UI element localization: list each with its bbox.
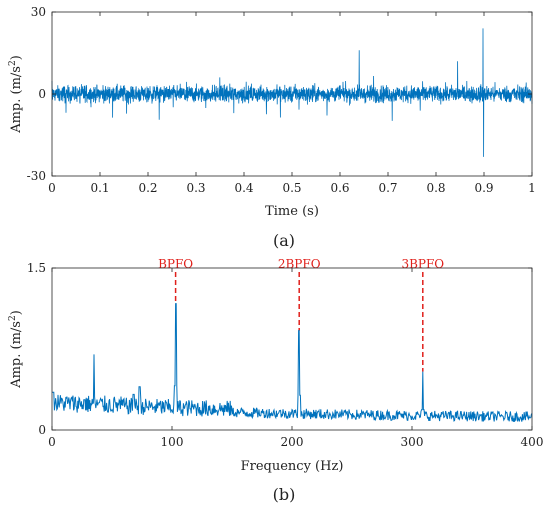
- x-tick-label: 0.5: [282, 181, 301, 195]
- frequency-domain-panel: BPFO 2BPFO 3BPFO 0 100 200 300 400 0 1.5 Frequen…: [8, 257, 543, 504]
- x-tick-label: 300: [401, 435, 424, 449]
- x-axis-label-b: Frequency (Hz): [241, 459, 344, 474]
- spectrum-series: [52, 303, 533, 422]
- y-tick-label: 0: [38, 423, 46, 437]
- fault-marker-label: 2BPFO: [278, 257, 321, 271]
- spectrum-line: [52, 303, 533, 422]
- x-tick-label: 0.2: [138, 181, 157, 195]
- y-axis-label-b: Amp. (m/s2): [8, 310, 24, 389]
- x-tick-label: 200: [281, 435, 304, 449]
- time-signal-line: [51, 28, 533, 157]
- x-tick-label: 400: [521, 435, 544, 449]
- x-tick-label: 0.3: [186, 181, 205, 195]
- x-tick-label: 0.7: [378, 181, 397, 195]
- y-tick-label: 30: [31, 5, 46, 19]
- x-tick-label: 0.6: [330, 181, 349, 195]
- fault-marker-label: BPFO: [158, 257, 193, 271]
- x-tick-label: 100: [161, 435, 184, 449]
- panel-label-a: (a): [273, 231, 295, 250]
- x-axis-label-a: Time (s): [265, 204, 319, 219]
- x-tick-label: 1: [528, 181, 536, 195]
- y-tick-label: 0: [38, 87, 46, 101]
- x-tick-label: 0: [48, 435, 56, 449]
- y-axis-label-a: Amp. (m/s2): [8, 55, 24, 134]
- x-tick-label: 0.8: [426, 181, 445, 195]
- x-tick-label: 0.1: [90, 181, 109, 195]
- time-signal-series: [51, 28, 533, 157]
- fault-frequency-markers: BPFO 2BPFO 3BPFO: [158, 257, 444, 372]
- x-tick-label: 0.4: [234, 181, 253, 195]
- axis-ticks-b: 0 100 200 300 400 0 1.5: [27, 261, 544, 449]
- y-tick-label: -30: [27, 169, 46, 183]
- y-tick-label: 1.5: [27, 261, 46, 275]
- fault-marker-label: 3BPFO: [401, 257, 444, 271]
- x-tick-label: 0.9: [474, 181, 493, 195]
- x-tick-label: 0: [48, 181, 56, 195]
- panel-label-b: (b): [273, 485, 296, 504]
